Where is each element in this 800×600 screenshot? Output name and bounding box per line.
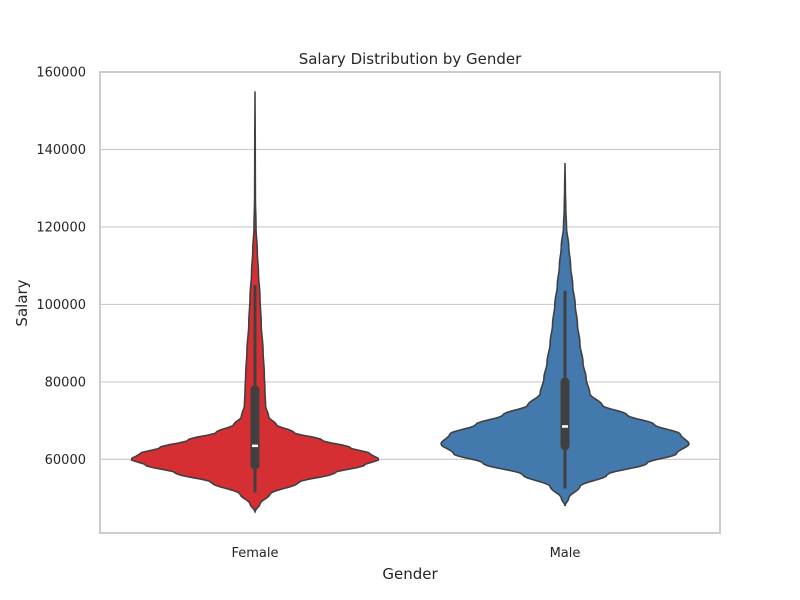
violin-group <box>130 91 380 514</box>
grid-lines <box>100 71 720 460</box>
y-tick-labels: 60000 80000 100000 120000 140000 160000 <box>36 66 86 468</box>
x-tick-label: Male <box>550 546 581 561</box>
plot-frame <box>99 71 721 534</box>
violins <box>130 91 690 514</box>
y-tick-label: 120000 <box>36 220 86 235</box>
x-tick-labels: Female Male <box>231 546 580 561</box>
x-tick-label: Female <box>231 546 278 561</box>
y-axis-label: Salary <box>13 279 31 326</box>
violin-group <box>440 163 690 507</box>
y-tick-label: 160000 <box>36 66 86 81</box>
y-tick-label: 100000 <box>36 298 86 313</box>
y-tick-label: 80000 <box>45 375 86 390</box>
x-axis-label: Gender <box>382 565 438 583</box>
chart-title: Salary Distribution by Gender <box>299 50 522 68</box>
y-tick-label: 140000 <box>36 143 86 158</box>
y-tick-label: 60000 <box>45 453 86 468</box>
